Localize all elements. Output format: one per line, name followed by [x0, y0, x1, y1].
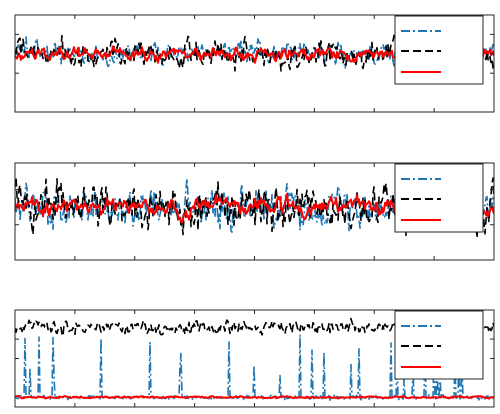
legend [394, 15, 484, 85]
legend [394, 310, 484, 380]
chart-panel-middle [14, 162, 495, 261]
chart-panel-top [14, 14, 495, 113]
legend [394, 163, 484, 233]
chart-panel-bottom [14, 309, 495, 408]
series-line-3 [15, 394, 494, 400]
series-line-2 [15, 176, 494, 239]
